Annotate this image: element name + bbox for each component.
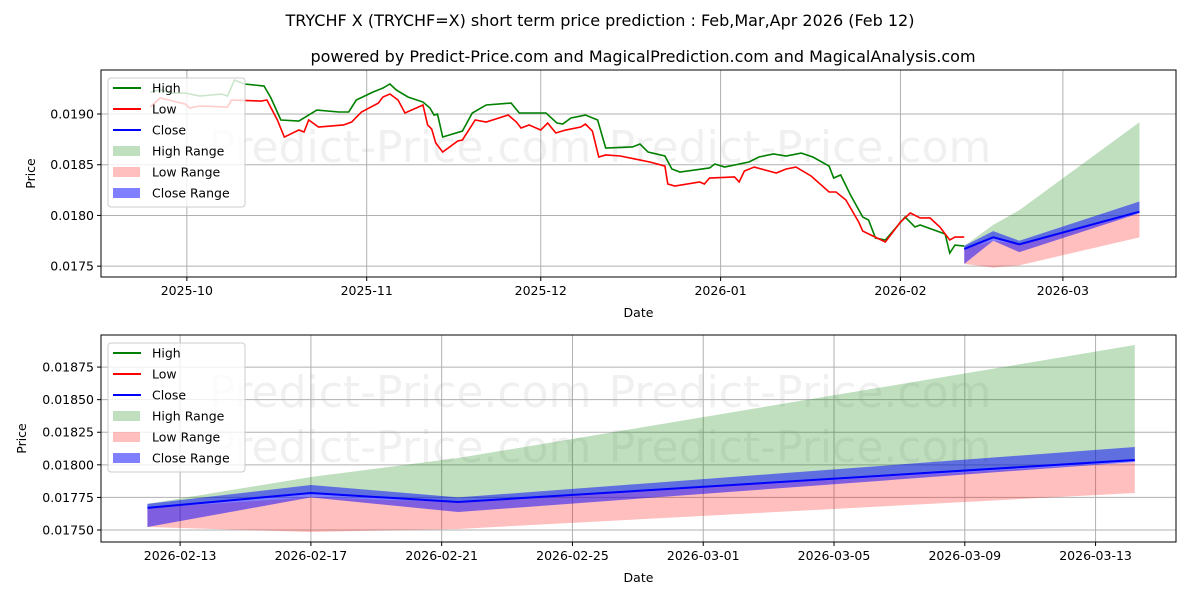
axes-frame bbox=[100, 69, 1177, 278]
watermark-text: Predict-Price.com bbox=[209, 367, 592, 418]
watermark-text: Predict-Price.com bbox=[609, 122, 992, 173]
x-tick-label: 2026-02-21 bbox=[405, 548, 478, 563]
legend: High Low Close High Range Low Range Close Ran… bbox=[107, 342, 246, 473]
legend-label: High bbox=[152, 81, 181, 96]
x-tick-label: 2026-03 bbox=[1037, 283, 1089, 298]
y-tick-label: 0.01800 bbox=[42, 457, 94, 472]
axes-frame bbox=[100, 334, 1177, 543]
watermark-text: Predict-Price.com bbox=[609, 270, 992, 321]
x-tick-label: 2025-12 bbox=[515, 283, 567, 298]
x-tick-label: 2025-10 bbox=[161, 283, 213, 298]
x-axis-label: Date bbox=[624, 570, 654, 585]
x-tick-label: 2026-03-13 bbox=[1059, 548, 1132, 563]
watermark-text: Predict-Price.com bbox=[209, 122, 592, 173]
x-tick-label: 2026-01 bbox=[694, 283, 746, 298]
x-axis-label: Date bbox=[624, 305, 654, 320]
y-tick-label: 0.01750 bbox=[42, 523, 94, 538]
plot-area bbox=[147, 345, 1135, 532]
legend-box bbox=[107, 77, 246, 208]
legend-box bbox=[107, 342, 246, 473]
x-tick-label: 2025-11 bbox=[341, 283, 393, 298]
y-tick-label: 0.01850 bbox=[42, 392, 94, 407]
close-range-band bbox=[964, 201, 1140, 264]
close-range-band bbox=[147, 446, 1135, 528]
legend-swatch-patch bbox=[113, 167, 140, 177]
legend-label: High Range bbox=[152, 144, 225, 159]
legend-swatch-patch bbox=[113, 411, 140, 421]
legend-label: Close Range bbox=[152, 186, 230, 201]
legend-swatch-patch bbox=[113, 188, 140, 198]
legend-label: Close bbox=[152, 388, 186, 403]
legend-label: High bbox=[152, 346, 181, 361]
plot-area bbox=[149, 79, 1140, 268]
y-tick-label: 0.01825 bbox=[42, 425, 94, 440]
y-tick-label: 0.0175 bbox=[50, 259, 94, 274]
high-line bbox=[150, 79, 965, 256]
legend-label: Low Range bbox=[152, 165, 221, 180]
y-tick-label: 0.01775 bbox=[42, 490, 94, 505]
watermark-text: Predict-Price.com bbox=[209, 270, 592, 321]
x-tick-label: 2026-02-13 bbox=[144, 548, 217, 563]
y-tick-label: 0.01875 bbox=[42, 360, 94, 375]
legend-label: Close bbox=[152, 123, 186, 138]
legend-label: Low bbox=[152, 102, 177, 117]
legend-swatch-patch bbox=[113, 432, 140, 442]
low-line bbox=[149, 93, 965, 244]
legend-swatch-patch bbox=[113, 453, 140, 463]
x-tick-label: 2026-02-25 bbox=[536, 548, 609, 563]
close-line bbox=[147, 459, 1135, 509]
legend-label: Low bbox=[152, 367, 177, 382]
y-axis-label: Price bbox=[14, 423, 29, 454]
chart-title: TRYCHF X (TRYCHF=X) short term price pre… bbox=[285, 11, 915, 30]
x-tick-label: 2026-03-09 bbox=[928, 548, 1001, 563]
legend-label: High Range bbox=[152, 409, 225, 424]
x-tick-label: 2026-02 bbox=[874, 283, 926, 298]
y-axis-label: Price bbox=[23, 158, 38, 189]
bottom-axes: Predict-Price.com Predict-Price.comPredic… bbox=[14, 334, 1177, 585]
y-tick-label: 0.0180 bbox=[50, 208, 94, 223]
x-tick-label: 2026-03-05 bbox=[798, 548, 871, 563]
legend-label: Close Range bbox=[152, 451, 230, 466]
y-tick-label: 0.0190 bbox=[50, 107, 94, 122]
chart-subtitle: powered by Predict-Price.com and Magical… bbox=[310, 47, 975, 66]
x-tick-label: 2026-03-01 bbox=[667, 548, 740, 563]
y-tick-label: 0.0185 bbox=[50, 157, 94, 172]
watermark-text: Predict-Price.com bbox=[609, 367, 992, 418]
close-line bbox=[963, 210, 1140, 250]
legend-label: Low Range bbox=[152, 430, 221, 445]
x-tick-label: 2026-02-17 bbox=[275, 548, 348, 563]
top-axes: Predict-Price.com Predict-Price.com Predic… bbox=[23, 69, 1177, 321]
legend: High Low Close High Range Low Range Close Ran… bbox=[107, 77, 246, 208]
legend-swatch-patch bbox=[113, 146, 140, 156]
